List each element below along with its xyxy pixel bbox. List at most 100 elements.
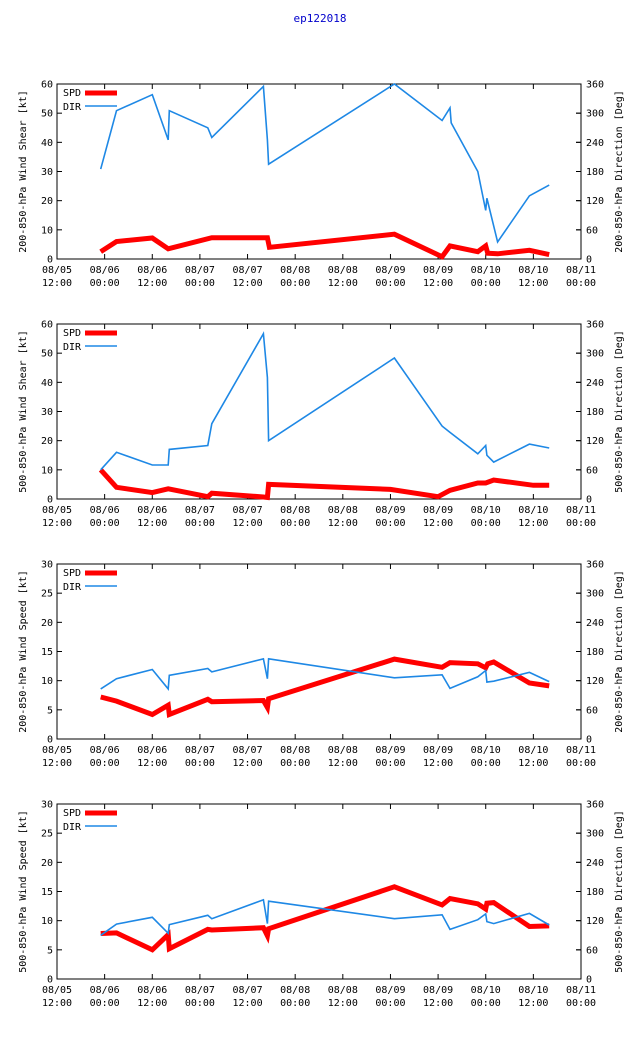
x-tick-label: 00:00 (375, 518, 405, 529)
x-tick-label: 08/10 (518, 265, 548, 276)
y-tick-label: 20 (41, 858, 53, 869)
x-tick-label: 08/07 (232, 745, 262, 756)
y-tick-label: 25 (41, 829, 53, 840)
x-tick-label: 08/07 (185, 985, 215, 996)
x-tick-label: 08/11 (566, 265, 596, 276)
x-tick-label: 08/10 (518, 505, 548, 516)
x-tick-label: 12:00 (232, 998, 262, 1009)
x-tick-label: 12:00 (42, 998, 72, 1009)
legend-label-dir: DIR (63, 822, 82, 833)
y2-tick-label: 120 (586, 196, 604, 207)
x-tick-label: 00:00 (280, 278, 310, 289)
x-tick-label: 00:00 (280, 518, 310, 529)
x-tick-label: 00:00 (185, 278, 215, 289)
y-tick-label: 20 (41, 618, 53, 629)
dir-series-line (99, 83, 550, 244)
y2-tick-label: 0 (586, 255, 592, 266)
legend-label-spd: SPD (63, 808, 81, 819)
y2-tick-label: 360 (586, 80, 604, 91)
x-tick-label: 12:00 (328, 998, 358, 1009)
x-tick-label: 08/07 (232, 505, 262, 516)
x-tick-label: 08/08 (280, 265, 310, 276)
x-tick-label: 12:00 (423, 998, 453, 1009)
y2-axis-label: 500-850-hPa Direction [Deg] (614, 330, 625, 493)
x-tick-label: 00:00 (90, 758, 120, 769)
x-tick-label: 00:00 (566, 998, 596, 1009)
y2-tick-label: 300 (586, 829, 604, 840)
y2-tick-label: 180 (586, 887, 604, 898)
x-tick-label: 08/09 (375, 505, 405, 516)
dir-series-line (100, 331, 550, 471)
y-tick-label: 30 (41, 560, 53, 571)
y2-tick-label: 240 (586, 618, 604, 629)
y-tick-label: 40 (41, 138, 53, 149)
x-tick-label: 08/05 (42, 265, 72, 276)
x-tick-label: 12:00 (328, 758, 358, 769)
chart-panel-3: 05101520253006012018024030036008/0512:00… (18, 560, 625, 770)
y2-tick-label: 60 (586, 705, 598, 716)
x-tick-label: 08/06 (90, 745, 120, 756)
x-tick-label: 08/09 (375, 745, 405, 756)
legend-label-spd: SPD (63, 328, 81, 339)
x-tick-label: 12:00 (232, 518, 262, 529)
x-tick-label: 12:00 (42, 518, 72, 529)
y-tick-label: 0 (47, 495, 53, 506)
page-title: ep122018 (293, 12, 347, 25)
y2-tick-label: 120 (586, 916, 604, 927)
chart-panel-2: 0 10 20 30 40 50 60 0 60 120 180 240 300 360 08/05 12:0… (18, 320, 625, 530)
y2-axis-label: 200-850-hPa Direction [Deg] (614, 570, 625, 733)
spd-series-line (100, 884, 550, 953)
x-tick-label: 00:00 (90, 518, 120, 529)
x-tick-label: 00:00 (566, 518, 596, 529)
x-tick-label: 00:00 (280, 998, 310, 1009)
spd-series-line (98, 468, 550, 501)
y2-tick-label: 180 (586, 647, 604, 658)
x-tick-label: 12:00 (423, 518, 453, 529)
x-tick-label: 08/08 (328, 745, 358, 756)
y-tick-label: 50 (41, 109, 53, 120)
x-tick-label: 08/11 (566, 505, 596, 516)
spd-series-line (99, 231, 550, 260)
x-tick-label: 08/09 (375, 985, 405, 996)
y-tick-label: 30 (41, 407, 53, 418)
x-tick-label: 08/08 (280, 985, 310, 996)
x-tick-label: 12:00 (423, 278, 453, 289)
plot-frame (56, 83, 582, 260)
y2-tick-label: 240 (586, 138, 604, 149)
x-tick-label: 08/10 (471, 985, 501, 996)
x-tick-label: 08/08 (328, 505, 358, 516)
x-tick-label: 00:00 (185, 998, 215, 1009)
y2-tick-label: 60 (586, 225, 598, 236)
x-tick-label: 08/06 (90, 505, 120, 516)
x-tick-label: 00:00 (280, 758, 310, 769)
y-tick-label: 15 (41, 647, 53, 658)
x-tick-label: 12:00 (328, 278, 358, 289)
y2-tick-label: 240 (586, 858, 604, 869)
x-tick-label: 00:00 (90, 278, 120, 289)
y2-tick-label: 360 (586, 800, 604, 811)
y2-tick-label: 0 (586, 495, 592, 506)
x-tick-label: 12:00 (137, 518, 167, 529)
y-tick-label: 60 (41, 80, 53, 91)
y-tick-label: 10 (41, 916, 53, 927)
x-tick-label: 12:00 (232, 278, 262, 289)
x-tick-label: 00:00 (471, 998, 501, 1009)
x-tick-label: 08/11 (566, 985, 596, 996)
y-tick-label: 10 (41, 676, 53, 687)
x-tick-label: 00:00 (90, 998, 120, 1009)
chart-panel-1: 0 10 20 30 40 50 60 0 60 120 180 240 300 360 08/05 12:0… (18, 80, 625, 290)
spd-series-line (100, 656, 550, 719)
x-tick-label: 12:00 (42, 758, 72, 769)
y2-tick-label: 360 (586, 560, 604, 571)
y2-tick-label: 0 (586, 975, 592, 986)
x-tick-label: 00:00 (566, 278, 596, 289)
y-tick-label: 50 (41, 349, 53, 360)
legend-label-spd: SPD (63, 88, 81, 99)
x-tick-label: 12:00 (137, 998, 167, 1009)
x-tick-label: 12:00 (232, 758, 262, 769)
x-tick-label: 08/09 (375, 265, 405, 276)
y2-tick-label: 120 (586, 436, 604, 447)
x-tick-label: 08/08 (328, 985, 358, 996)
legend-label-spd: SPD (63, 568, 81, 579)
